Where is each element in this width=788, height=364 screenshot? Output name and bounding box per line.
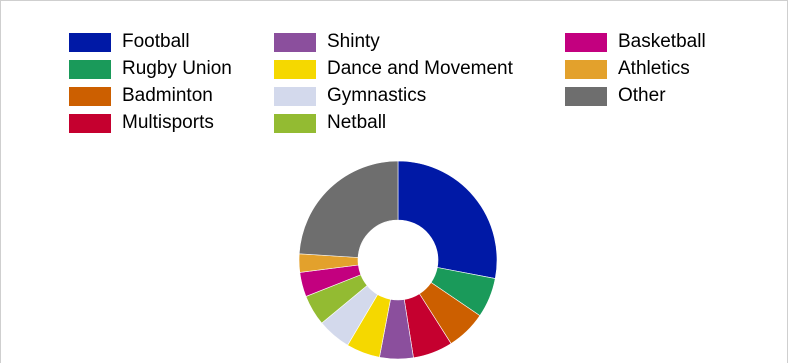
legend-label: Gymnastics: [327, 85, 427, 106]
legend-item-dance-and-movement: Dance and Movement: [274, 58, 513, 80]
legend-label: Basketball: [618, 31, 706, 52]
legend-swatch: [274, 59, 316, 79]
legend-label: Dance and Movement: [327, 58, 513, 79]
legend-swatch: [69, 113, 111, 133]
legend-item-badminton: Badminton: [69, 85, 213, 107]
legend-label: Rugby Union: [122, 58, 232, 79]
legend-swatch: [565, 86, 607, 106]
legend-swatch: [565, 32, 607, 52]
legend-swatch: [69, 59, 111, 79]
legend-swatch: [69, 32, 111, 52]
legend-label: Athletics: [618, 58, 690, 79]
legend-swatch: [69, 86, 111, 106]
legend-item-shinty: Shinty: [274, 31, 380, 53]
legend-item-gymnastics: Gymnastics: [274, 85, 426, 107]
legend-swatch: [565, 59, 607, 79]
legend-item-basketball: Basketball: [565, 31, 706, 53]
legend-label: Badminton: [122, 85, 213, 106]
legend-swatch: [274, 32, 316, 52]
donut-slice-football: [397, 160, 498, 279]
chart-legend: Football Rugby Union Badminton Multispor…: [69, 31, 749, 135]
legend-item-athletics: Athletics: [565, 58, 690, 80]
legend-item-football: Football: [69, 31, 190, 53]
legend-swatch: [274, 113, 316, 133]
legend-item-netball: Netball: [274, 112, 386, 134]
legend-item-multisports: Multisports: [69, 112, 214, 134]
legend-label: Football: [122, 31, 190, 52]
donut-slice-other: [298, 160, 399, 258]
legend-item-other: Other: [565, 85, 666, 107]
legend-swatch: [274, 86, 316, 106]
legend-label: Other: [618, 85, 666, 106]
legend-item-rugby-union: Rugby Union: [69, 58, 232, 80]
legend-label: Multisports: [122, 112, 214, 133]
legend-label: Shinty: [327, 31, 380, 52]
legend-label: Netball: [327, 112, 387, 133]
